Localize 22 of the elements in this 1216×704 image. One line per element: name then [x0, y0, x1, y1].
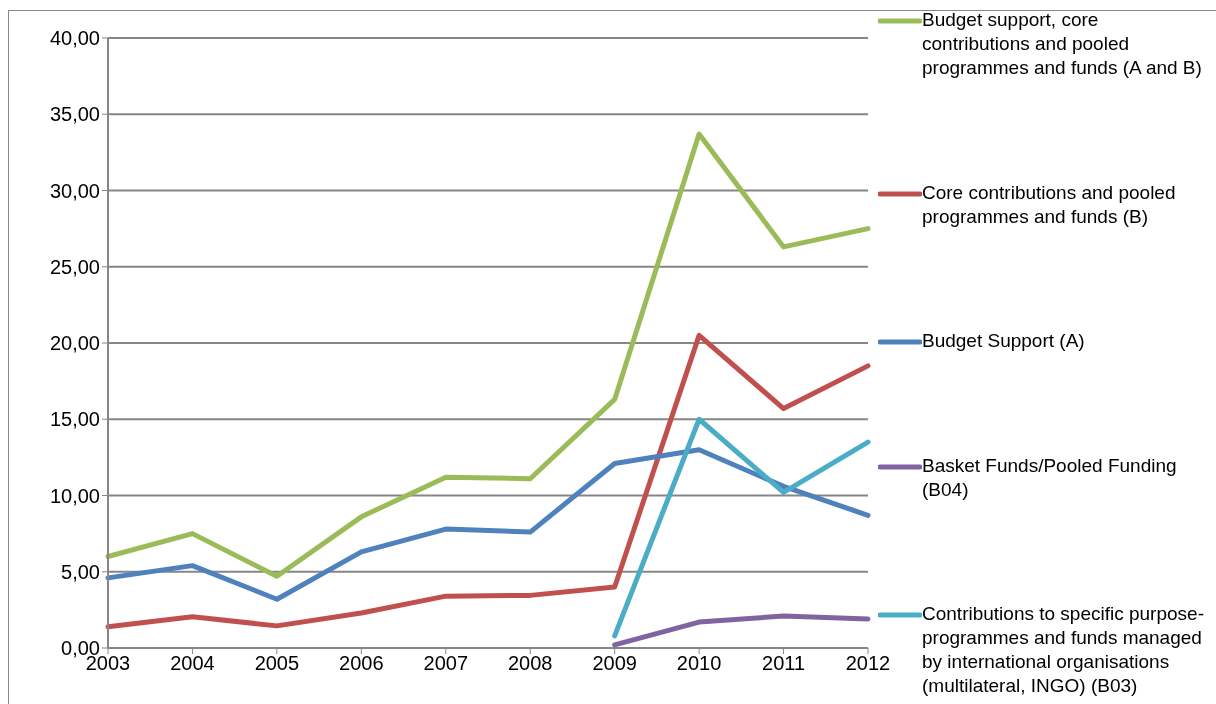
x-tick-label: 2012 [845, 652, 891, 675]
x-tick-label: 2004 [170, 652, 215, 675]
y-tick-label: 20,00 [49, 332, 100, 355]
legend-label: Budget support, core contributions and pooled programmes and funds (A and B) [922, 8, 1203, 80]
x-tick-label: 2010 [676, 652, 722, 675]
y-tick-label: 40,00 [49, 27, 100, 50]
x-tick-label: 2007 [423, 652, 469, 675]
legend-label: Budget Support (A) [922, 329, 1085, 353]
x-tick-label: 2006 [339, 652, 384, 675]
legend-label: Core contributions and pooled programmes and funds (B) [922, 180, 1177, 229]
y-tick-label: 15,00 [49, 408, 100, 431]
legend-label: Contributions to specific purpose-programmes and funds managed by international organisations (multilateral, INGO) (B03) [922, 602, 1205, 698]
y-tick-label: 30,00 [49, 179, 100, 202]
y-tick-label: 25,00 [49, 255, 100, 278]
x-tick-label: 2011 [762, 652, 806, 675]
y-tick-label: 10,00 [49, 484, 100, 507]
legend-label: Basket Funds/Pooled Funding (B04) [922, 453, 1178, 502]
x-tick-label: 2008 [507, 652, 553, 675]
y-tick-label: 5,00 [61, 560, 100, 583]
x-tick-label: 2005 [254, 652, 300, 675]
x-tick-label: 2009 [592, 652, 637, 675]
y-tick-label: 35,00 [49, 103, 100, 126]
